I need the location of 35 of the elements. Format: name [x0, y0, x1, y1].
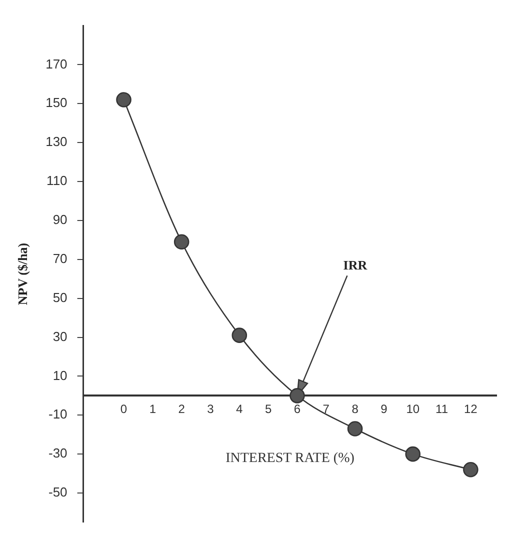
y-tick-label: -50: [48, 484, 68, 500]
y-tick-label: -10: [48, 406, 68, 422]
x-tick-label: 8: [352, 402, 359, 416]
x-tick-label: 6: [294, 402, 301, 416]
x-tick-label: 0: [120, 402, 128, 416]
y-tick-label: 150: [46, 95, 68, 110]
point: [116, 92, 132, 108]
x-tick-label: 2: [178, 402, 186, 416]
x-tick-label: 5: [264, 402, 272, 416]
x-tick-label: 12: [464, 402, 478, 416]
x-tick-label: 1: [149, 402, 156, 416]
x-tick-label: 11: [436, 402, 448, 416]
point: [174, 234, 190, 250]
y-tick-label: 90: [52, 212, 68, 228]
x-tick-label: 3: [207, 402, 214, 416]
annotation: IRR: [343, 258, 368, 273]
x-tick-label: 10: [406, 402, 420, 416]
y-tick-label: 70: [52, 250, 68, 266]
y-tick-label: 30: [52, 328, 68, 344]
y-axis-title: NPV ($/ha): [15, 242, 30, 306]
y-tick-label: 170: [46, 56, 68, 72]
x-axis-title: INTEREST RATE (%): [226, 451, 355, 466]
y-tick-label: 110: [46, 173, 68, 188]
x-tick-label: 7: [322, 402, 330, 416]
y-tick-label: -30: [48, 446, 68, 461]
y-tick-label: 130: [46, 134, 68, 150]
point: [463, 462, 478, 478]
x-tick-label: 4: [236, 402, 244, 416]
x-tick-label: 9: [380, 402, 388, 416]
point: [347, 421, 363, 436]
point: [405, 446, 421, 462]
y-tick-label: 50: [52, 290, 68, 305]
y-tick-label: 10: [52, 368, 68, 383]
point: [290, 388, 305, 404]
point: [232, 328, 248, 343]
